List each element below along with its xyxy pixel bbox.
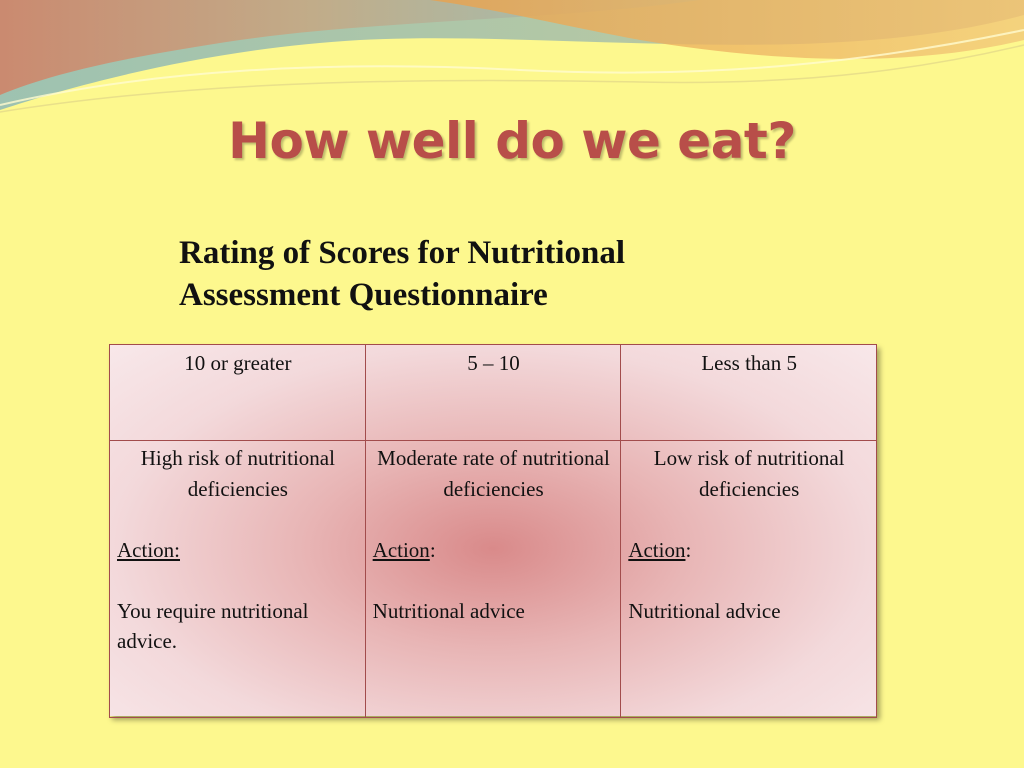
table-cell-moderate: Moderate rate of nutritional deficiencie… [364, 440, 622, 718]
advice-text: Nutritional advice [628, 598, 781, 623]
slide-title: How well do we eat? [228, 112, 796, 170]
header-cell-low: Less than 5 [620, 344, 877, 441]
action-line: Action: [628, 538, 691, 562]
action-label: Action [628, 537, 686, 562]
subtitle-line-1: Rating of Scores for Nutritional [179, 235, 626, 271]
subtitle-line-2: Assessment Questionnaire [179, 277, 548, 313]
score-rating-table: 10 or greater 5 – 10 Less than 5 High ri… [109, 344, 877, 718]
action-line: Action: [117, 538, 180, 562]
decorative-swoosh [0, 0, 1024, 113]
risk-text: High risk of nutritional deficiencies [140, 446, 335, 501]
action-label: Action: [117, 537, 180, 562]
header-cell-high: 10 or greater [109, 344, 366, 441]
risk-text: Low risk of nutritional deficiencies [653, 446, 845, 501]
table-cell-low: Low risk of nutritional deficiencies Act… [620, 440, 877, 718]
risk-text: Moderate rate of nutritional deficiencie… [377, 446, 610, 501]
slide-subtitle: Rating of Scores for Nutritional Assessm… [179, 232, 879, 316]
table-header-row: 10 or greater 5 – 10 Less than 5 [109, 344, 877, 441]
action-suffix: : [429, 537, 436, 562]
action-label: Action [372, 537, 430, 562]
advice-text: Nutritional advice [372, 598, 525, 623]
rating-table: 10 or greater 5 – 10 Less than 5 High ri… [109, 344, 877, 718]
action-line: Action: [373, 538, 436, 562]
advice-text: You require nutritional advice. [117, 598, 309, 654]
table-cell-high: High risk of nutritional deficiencies Ac… [109, 440, 366, 718]
action-suffix: : [685, 537, 692, 562]
header-cell-moderate: 5 – 10 [364, 344, 622, 441]
table-row: High risk of nutritional deficiencies Ac… [109, 440, 877, 718]
